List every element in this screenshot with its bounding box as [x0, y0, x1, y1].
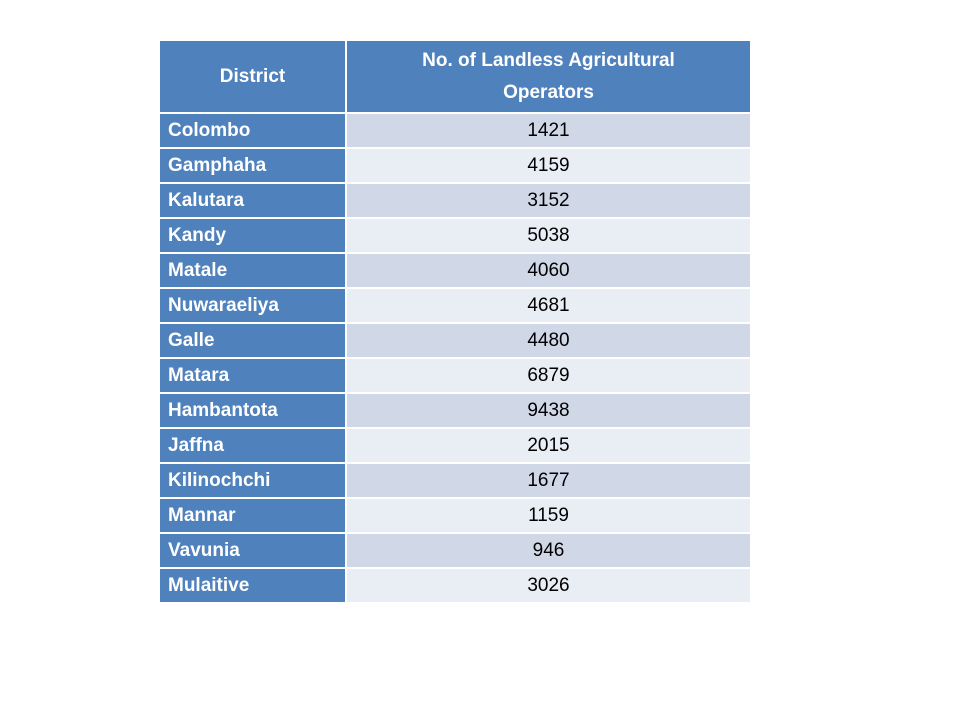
count-cell: 3152 — [345, 182, 752, 219]
count-cell: 1421 — [345, 112, 752, 149]
table-row: Jaffna 2015 — [158, 427, 752, 464]
count-cell: 9438 — [345, 392, 752, 429]
count-cell: 6879 — [345, 357, 752, 394]
table-header: District No. of Landless Agricultural Op… — [158, 39, 752, 114]
table-row: Kandy 5038 — [158, 217, 752, 254]
count-cell: 4480 — [345, 322, 752, 359]
count-cell: 1159 — [345, 497, 752, 534]
count-cell: 1677 — [345, 462, 752, 499]
district-cell: Kandy — [158, 217, 347, 254]
header-row: District No. of Landless Agricultural Op… — [158, 39, 752, 114]
table-row: Kilinochchi 1677 — [158, 462, 752, 499]
table-row: Colombo 1421 — [158, 112, 752, 149]
table-row: Matara 6879 — [158, 357, 752, 394]
count-cell: 3026 — [345, 567, 752, 604]
table-row: Hambantota 9438 — [158, 392, 752, 429]
district-cell: Mannar — [158, 497, 347, 534]
count-cell: 4681 — [345, 287, 752, 324]
count-cell: 4060 — [345, 252, 752, 289]
count-cell: 946 — [345, 532, 752, 569]
table-row: Nuwaraeliya 4681 — [158, 287, 752, 324]
table-row: Galle 4480 — [158, 322, 752, 359]
district-cell: Kalutara — [158, 182, 347, 219]
table-body: Colombo 1421 Gamphaha 4159 Kalutara 3152 Kandy… — [158, 112, 752, 604]
district-cell: Hambantota — [158, 392, 347, 429]
table-row: Mannar 1159 — [158, 497, 752, 534]
district-cell: Mulaitive — [158, 567, 347, 604]
district-cell: Colombo — [158, 112, 347, 149]
header-cell: No. of Landless Agricultural Operators — [345, 39, 752, 114]
count-cell: 4159 — [345, 147, 752, 184]
table-row: Gamphaha 4159 — [158, 147, 752, 184]
district-cell: Gamphaha — [158, 147, 347, 184]
district-cell: Nuwaraeliya — [158, 287, 347, 324]
table-row: Mulaitive 3026 — [158, 567, 752, 604]
table-row: Matale 4060 — [158, 252, 752, 289]
table: District No. of Landless Agricultural Op… — [158, 39, 752, 604]
district-cell: Jaffna — [158, 427, 347, 464]
district-cell: Matale — [158, 252, 347, 289]
count-cell: 2015 — [345, 427, 752, 464]
district-cell: Matara — [158, 357, 347, 394]
count-cell: 5038 — [345, 217, 752, 254]
district-cell: Kilinochchi — [158, 462, 347, 499]
table-row: Kalutara 3152 — [158, 182, 752, 219]
table-row: Vavunia 946 — [158, 532, 752, 569]
district-cell: Galle — [158, 322, 347, 359]
header-cell: District — [158, 39, 347, 114]
district-cell: Vavunia — [158, 532, 347, 569]
